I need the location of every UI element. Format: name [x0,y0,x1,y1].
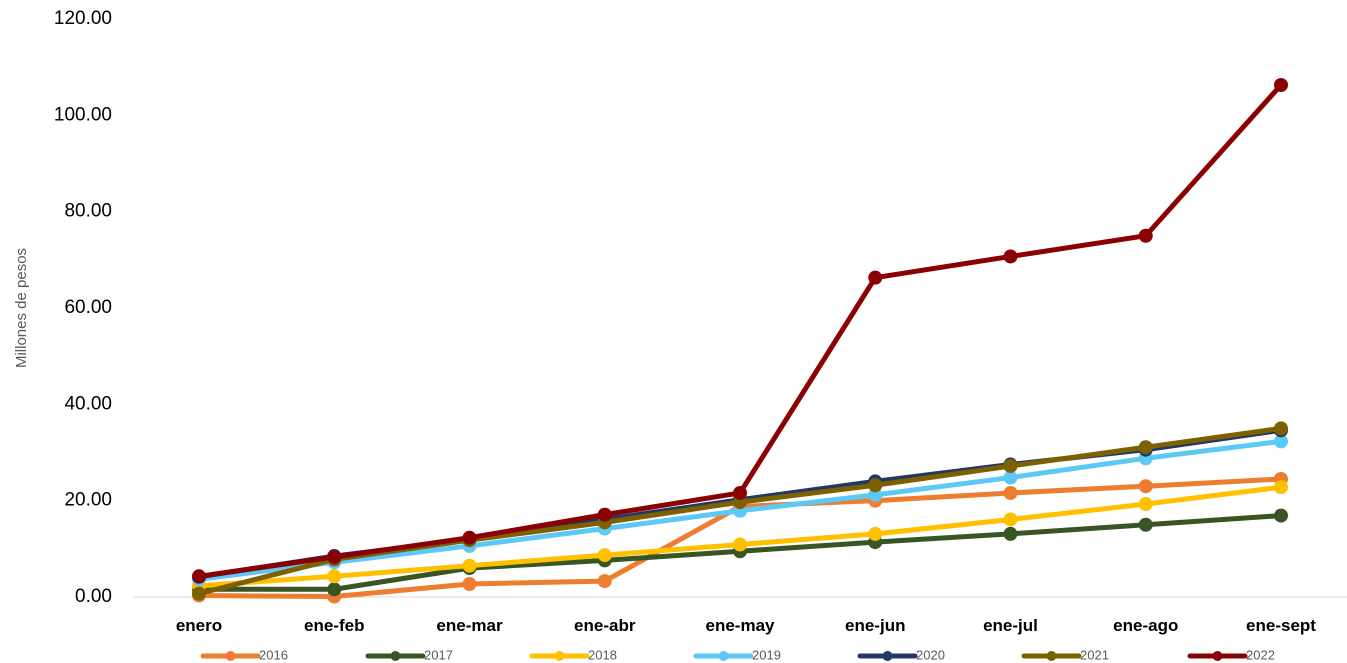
data-point [1003,526,1018,541]
y-axis-label: Millones de pesos [13,248,30,368]
legend-item-2020: 2020 [857,647,945,662]
legend-label: 2021 [1080,647,1109,662]
legend-item-2018: 2018 [529,647,617,662]
data-point [597,548,612,563]
x-tick-label: ene-jul [983,616,1038,635]
y-tick-label: 40.00 [64,393,112,414]
data-point [868,487,883,502]
y-tick-label: 20.00 [64,490,112,511]
data-point [868,270,883,285]
y-tick-label: 120.00 [54,8,112,29]
x-tick-label: ene-feb [304,616,364,635]
data-point [1003,512,1018,527]
x-axis-ticks: enero ene-feb ene-mar ene-abr ene-may ene-jun… [176,616,1316,635]
legend-item-2016: 2016 [200,647,288,662]
data-point [1003,249,1018,264]
data-point [1274,77,1288,92]
data-point [1138,497,1153,512]
legend-label: 2017 [424,647,453,662]
legend-item-2021: 2021 [1021,647,1109,662]
data-point [462,558,477,573]
legend-swatch-marker [1046,651,1057,661]
x-tick-label: ene-ago [1113,616,1178,635]
y-tick-label: 80.00 [64,201,112,222]
data-point [192,586,206,601]
legend-label: 2016 [259,647,288,662]
data-point [1274,480,1288,495]
legend-label: 2022 [1246,647,1275,662]
legend-label: 2020 [916,647,945,662]
data-point [1003,485,1018,500]
data-point [1274,508,1288,523]
data-point [1274,421,1288,436]
x-tick-label: ene-jun [845,616,905,635]
x-tick-label: ene-mar [436,616,503,635]
legend-label: 2019 [752,647,781,662]
legend-swatch-marker [718,651,729,661]
data-point [733,485,747,500]
y-tick-label: 100.00 [54,104,112,125]
data-point [462,576,477,591]
legend-label: 2018 [588,647,617,662]
y-axis-label-group: Millones de pesos [13,248,30,368]
series-group [192,77,1288,604]
y-axis-ticks: 0.00 20.00 40.00 60.00 80.00 100.00 120.00 [54,8,112,607]
data-point [1138,479,1153,494]
x-tick-label: enero [176,616,222,635]
legend-swatch-marker [554,651,565,661]
legend-swatch-marker [882,651,893,661]
data-point [597,574,612,589]
data-point [327,582,342,597]
legend-item-2017: 2017 [365,647,453,662]
series-2022 [192,77,1288,584]
data-point [327,569,342,584]
legend-swatch-marker [1212,651,1223,661]
series-2019 [192,434,1288,587]
data-point [327,550,342,565]
x-tick-label: ene-abr [574,616,636,635]
x-tick-label: ene-sept [1246,616,1316,635]
data-point [462,530,477,545]
series-2018 [192,480,1288,593]
data-point [868,526,883,541]
data-point [1138,440,1153,455]
legend-swatch-marker [390,651,401,661]
legend-swatch-marker [225,651,236,661]
data-point [1003,458,1018,473]
data-point [733,537,747,552]
data-point [192,569,206,584]
data-point [1138,228,1153,243]
data-point [868,478,883,493]
data-point [1138,517,1153,532]
data-point [1274,434,1288,449]
legend-item-2019: 2019 [693,647,781,662]
y-tick-label: 60.00 [64,297,112,318]
y-tick-label: 0.00 [75,586,112,607]
x-tick-label: ene-may [706,616,776,635]
data-point [1003,470,1018,485]
legend-item-2022: 2022 [1187,647,1275,662]
legend: 2016 2017 2018 2019 2020 2021 2022 [200,647,1275,662]
data-point [597,507,612,522]
